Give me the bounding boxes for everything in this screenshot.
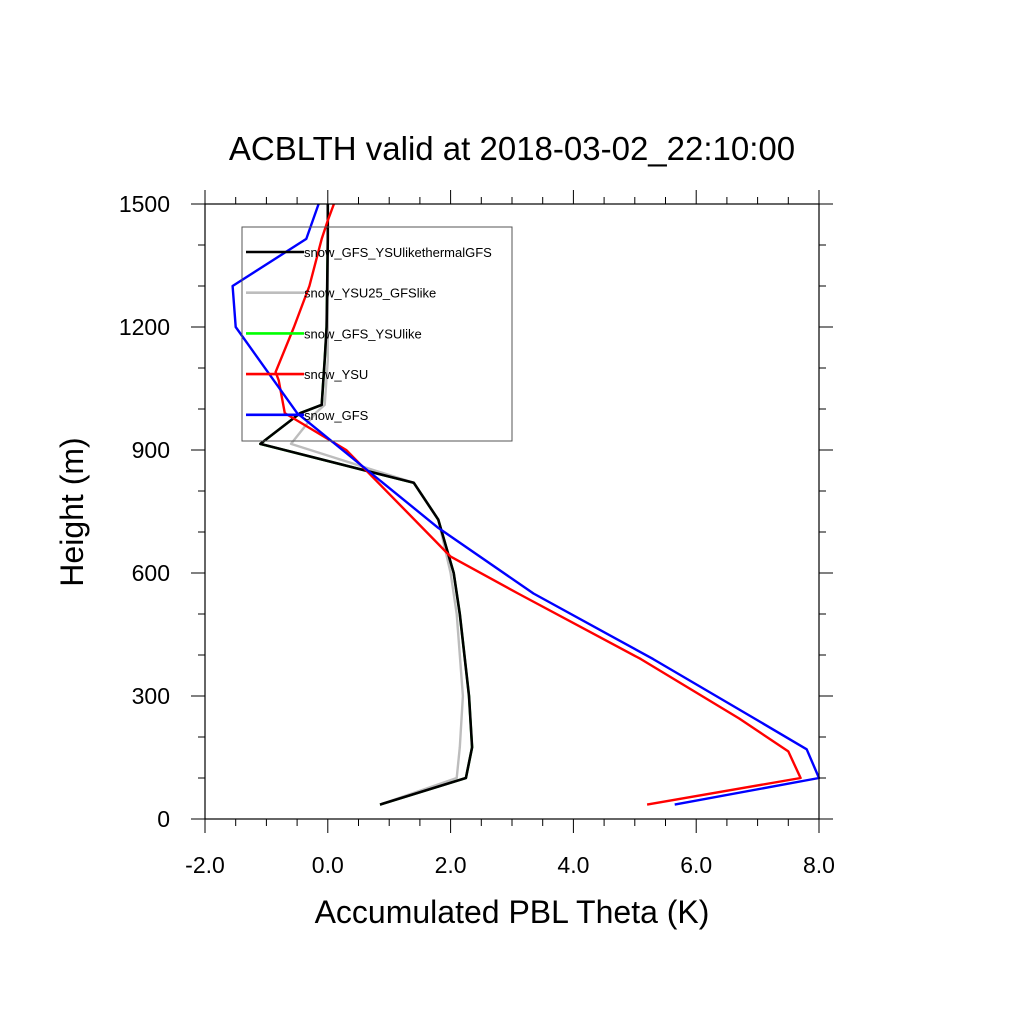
axis-ticks: -2.0 0.0 2.0 4.0 6.0 8.0 0 300 600 900 1200 1500	[119, 190, 835, 878]
legend: snow_GFS_YSUlikethermalGFS snow_YSU25_GFS…	[246, 245, 492, 423]
chart-title: ACBLTH valid at 2018-03-02_22:10:00	[229, 130, 795, 167]
series-lines	[231, 203, 821, 806]
legend-label-snow-gfs: snow_GFS	[304, 408, 369, 423]
y-axis-label: Height (m)	[54, 437, 90, 586]
x-tick-label: 8.0	[803, 852, 835, 878]
plot-frame	[204, 203, 820, 820]
legend-label-snow-gfs-ysulike: snow_GFS_YSUlike	[304, 326, 422, 341]
series-line-snow-ysu	[274, 203, 802, 806]
x-tick-label: 6.0	[680, 852, 712, 878]
legend-label-snow-ysu: snow_YSU	[304, 367, 368, 382]
y-tick-label: 600	[132, 560, 170, 586]
y-tick-label: 900	[132, 437, 170, 463]
x-tick-label: -2.0	[185, 852, 225, 878]
y-tick-label: 0	[157, 806, 170, 832]
x-tick-label: 4.0	[557, 852, 589, 878]
y-tick-label: 1500	[119, 191, 170, 217]
x-tick-label: 2.0	[435, 852, 467, 878]
legend-box	[241, 226, 513, 442]
series-line-snow-gfs-ysulikethermalgfs	[258, 204, 474, 806]
y-tick-label: 1200	[119, 314, 170, 340]
y-tick-label: 300	[132, 683, 170, 709]
x-axis-label: Accumulated PBL Theta (K)	[315, 894, 710, 930]
legend-label-snow-gfs-ysulikethermalgfs: snow_GFS_YSUlikethermalGFS	[304, 245, 492, 260]
series-line-snow-gfs	[231, 203, 821, 806]
x-tick-label: 0.0	[312, 852, 344, 878]
legend-label-snow-ysu25-gfslike: snow_YSU25_GFSlike	[304, 286, 436, 301]
